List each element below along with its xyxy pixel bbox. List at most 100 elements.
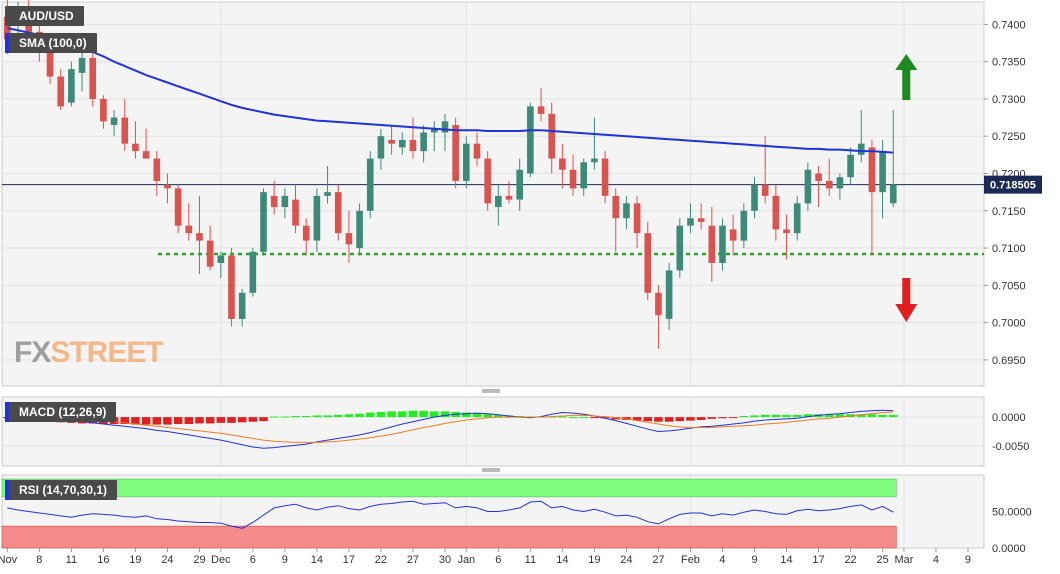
candle	[345, 210, 353, 263]
x-axis-tick-label: Feb	[681, 554, 700, 566]
candle-body	[164, 184, 171, 189]
macd-histogram-bar	[333, 414, 343, 418]
candle	[484, 151, 491, 211]
candle-body	[473, 143, 481, 159]
macd-histogram-bar	[227, 417, 236, 423]
candle	[206, 225, 214, 271]
macd-histogram-bar	[120, 417, 130, 425]
candle	[196, 195, 203, 275]
macd-histogram-bar	[664, 417, 674, 422]
rsi-y-tick-label: 0.0000	[992, 543, 1026, 555]
candle	[857, 110, 865, 163]
candle	[89, 46, 97, 107]
macd-histogram-bar	[835, 414, 845, 418]
candle	[537, 87, 545, 122]
price-y-tick-label: 0.7250	[992, 131, 1026, 143]
candle-body	[153, 158, 161, 181]
candle-body	[292, 199, 299, 226]
candle-body	[249, 251, 257, 293]
candle	[100, 95, 107, 129]
candle	[516, 158, 523, 211]
candle-body	[46, 46, 54, 77]
x-axis-tick-label: 9	[282, 554, 288, 566]
candle	[463, 136, 470, 189]
x-axis-tick-label: Nov	[0, 554, 18, 566]
macd-histogram-bar	[558, 416, 567, 418]
candle-body	[100, 98, 107, 122]
macd-histogram-bar	[728, 417, 738, 419]
candle	[633, 195, 641, 249]
candle-body	[889, 184, 897, 204]
candle-body	[334, 192, 342, 234]
price-y-tick-label: 0.7050	[992, 280, 1026, 292]
candle-body	[527, 106, 534, 174]
candle-body	[793, 203, 801, 234]
macd-histogram-bar	[686, 417, 695, 421]
candle	[644, 221, 652, 301]
candle-body	[772, 195, 780, 230]
candle	[142, 128, 150, 159]
macd-splitter-grip	[482, 389, 500, 393]
x-axis-tick-label: 17	[343, 554, 355, 566]
candle	[495, 184, 502, 226]
candle-body	[868, 147, 876, 193]
candle-body	[665, 270, 673, 319]
candle	[697, 203, 705, 230]
x-axis-tick-label: 11	[525, 554, 536, 566]
price-y-tick-label: 0.7150	[992, 206, 1026, 218]
candle-body	[388, 139, 395, 144]
candle	[868, 139, 876, 256]
symbol-label: AUD/USD	[5, 6, 84, 26]
macd-y-tick-label: 0.0000	[992, 412, 1026, 424]
candle	[793, 195, 801, 241]
candle-body	[601, 158, 609, 196]
candle	[409, 117, 417, 159]
macd-histogram-bar	[344, 414, 354, 418]
x-axis-tick-label: 19	[129, 554, 141, 566]
x-axis-tick-label: 14	[311, 554, 323, 566]
macd-histogram-bar	[515, 415, 524, 418]
candle-body	[238, 292, 246, 319]
candle	[815, 166, 822, 208]
candle-body	[89, 57, 97, 99]
macd-indicator-label: MACD (12,26,9)	[5, 402, 117, 422]
candle-body	[783, 229, 790, 234]
candle-body	[121, 117, 129, 144]
macd-histogram-bar	[590, 417, 599, 419]
macd-histogram-bar	[867, 414, 877, 418]
candle-body	[281, 195, 289, 208]
bullish-arrow-icon	[895, 54, 918, 100]
macd-histogram-bar	[472, 413, 482, 418]
candle-body	[452, 125, 459, 181]
candle	[783, 214, 790, 260]
macd-histogram-bar	[237, 417, 247, 423]
macd-histogram-bar	[600, 417, 610, 419]
candle	[377, 128, 385, 170]
x-axis-tick-label: 9	[751, 554, 757, 566]
candle	[548, 102, 556, 174]
candle	[249, 248, 257, 297]
macd-histogram-bar	[184, 417, 194, 425]
x-axis-tick-label: 11	[66, 554, 77, 566]
candle-body	[68, 69, 75, 103]
candle-body	[495, 195, 502, 208]
macd-histogram-bar	[792, 414, 802, 418]
sma-indicator-label: SMA (100,0)	[5, 33, 97, 53]
price-pane-background	[1, 1, 985, 387]
macd-histogram-bar	[654, 417, 663, 422]
candle	[804, 162, 812, 211]
candle-body	[804, 169, 812, 204]
candle-body	[633, 203, 641, 234]
x-axis-tick-label: 25	[876, 554, 888, 566]
candle-body	[879, 151, 886, 193]
price-y-tick-label: 0.7100	[992, 243, 1026, 255]
candle	[761, 136, 769, 204]
candle	[452, 117, 459, 189]
x-axis-tick-label: 30	[439, 554, 451, 566]
candle-body	[729, 229, 737, 241]
candle-body	[612, 195, 620, 219]
candle	[174, 184, 182, 234]
candle	[110, 110, 118, 137]
last-price-badge-text: 0.718505	[990, 180, 1036, 192]
